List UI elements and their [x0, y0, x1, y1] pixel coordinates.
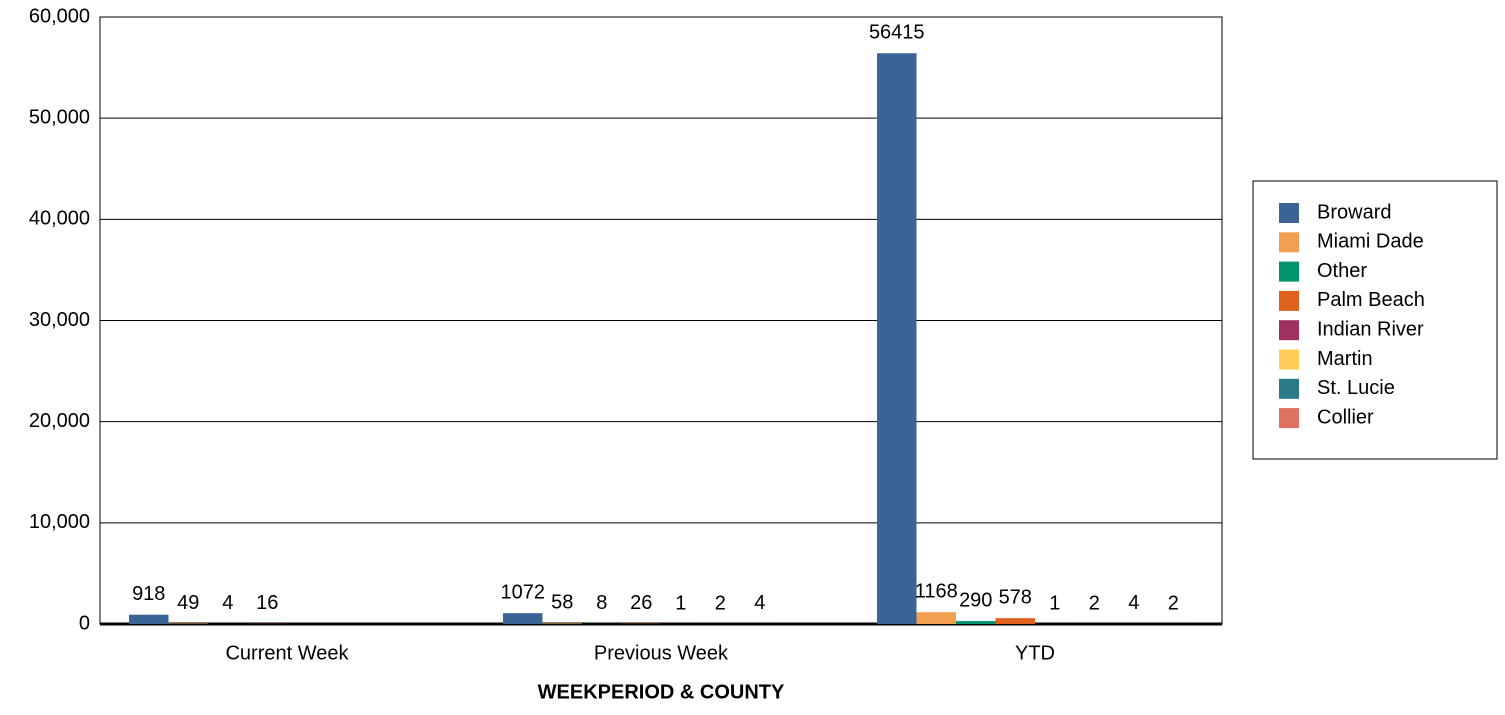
- legend-label: Palm Beach: [1317, 289, 1425, 311]
- y-tick-label: 10,000: [29, 511, 90, 533]
- data-label: 8: [596, 592, 607, 614]
- legend-label: Miami Dade: [1317, 231, 1424, 253]
- data-label: 16: [256, 592, 278, 614]
- legend-label: Other: [1317, 260, 1367, 282]
- x-axis-title: WEEKPERIOD & COUNTY: [538, 681, 785, 703]
- x-tick-label: Current Week: [225, 642, 349, 664]
- bar: [995, 618, 1035, 624]
- data-label: 49: [177, 592, 199, 614]
- bar: [542, 623, 582, 624]
- data-label: 4: [1128, 592, 1139, 614]
- y-tick-label: 0: [79, 612, 90, 634]
- bar: [956, 621, 996, 624]
- y-tick-label: 20,000: [29, 410, 90, 432]
- data-label: 1168: [915, 580, 958, 602]
- legend-label: St. Lucie: [1317, 377, 1395, 399]
- legend-swatch: [1279, 378, 1299, 399]
- legend-swatch: [1279, 290, 1299, 311]
- legend-swatch: [1279, 261, 1299, 282]
- legend-label: Indian River: [1317, 318, 1424, 340]
- data-label: 26: [630, 592, 652, 614]
- data-label: 2: [715, 592, 726, 614]
- data-label: 4: [754, 592, 765, 614]
- data-label: 56415: [869, 22, 925, 44]
- data-label: 1: [1049, 592, 1060, 614]
- data-label: 918: [132, 583, 165, 605]
- data-label: 2: [1089, 592, 1100, 614]
- bar: [503, 613, 543, 624]
- bar: [129, 614, 169, 624]
- data-label: 1072: [501, 581, 546, 603]
- y-tick-label: 60,000: [29, 5, 90, 27]
- data-label: 1: [675, 592, 686, 614]
- legend-swatch: [1279, 232, 1299, 253]
- data-label: 578: [999, 586, 1032, 608]
- legend-swatch: [1279, 320, 1299, 341]
- data-label: 58: [551, 592, 573, 614]
- legend-swatch: [1279, 408, 1299, 429]
- legend-label: Collier: [1317, 406, 1374, 428]
- legend-swatch: [1279, 349, 1299, 370]
- x-tick-label: Previous Week: [594, 642, 729, 664]
- data-label: 290: [959, 589, 992, 611]
- data-label: 4: [222, 592, 233, 614]
- data-label: 2: [1168, 592, 1179, 614]
- y-tick-label: 50,000: [29, 106, 90, 128]
- legend-swatch: [1279, 203, 1299, 223]
- legend-label: Broward: [1317, 201, 1391, 223]
- bar: [877, 53, 917, 624]
- y-tick-label: 40,000: [29, 208, 90, 230]
- bar: [916, 612, 956, 624]
- y-tick-label: 30,000: [29, 309, 90, 331]
- x-tick-label: YTD: [1015, 642, 1055, 664]
- legend-label: Martin: [1317, 348, 1373, 370]
